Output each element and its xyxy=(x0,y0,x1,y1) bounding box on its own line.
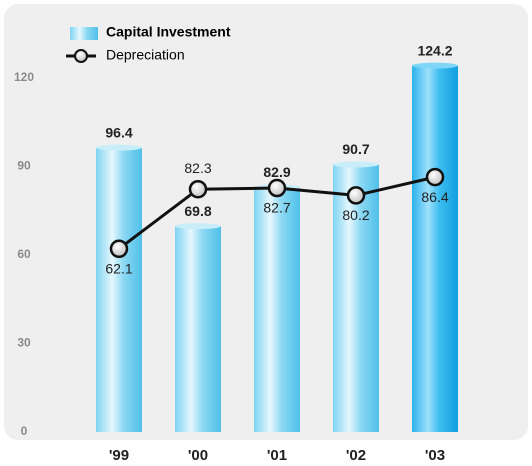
y-tick-label: 30 xyxy=(17,336,31,350)
line-marker xyxy=(267,178,287,198)
line-marker xyxy=(188,179,208,199)
line-label: 82.7 xyxy=(263,200,290,216)
legend-label: Capital Investment xyxy=(106,24,231,40)
x-tick-label: '01 xyxy=(267,447,287,464)
x-tick-label: '02 xyxy=(346,447,366,464)
y-tick-label: 120 xyxy=(14,70,34,84)
bar xyxy=(175,226,221,432)
line-label: 80.2 xyxy=(342,207,369,223)
line-marker xyxy=(425,167,445,187)
y-tick-label: 0 xyxy=(21,424,28,438)
bar-label: 69.8 xyxy=(184,203,211,219)
bar-label: 96.4 xyxy=(105,124,132,140)
x-tick-label: '00 xyxy=(188,447,208,464)
bar-top xyxy=(96,144,142,151)
legend-marker xyxy=(74,49,88,63)
line-marker xyxy=(346,186,366,205)
line-label: 82.3 xyxy=(184,160,211,176)
bar-top xyxy=(412,62,458,69)
bar-label: 90.7 xyxy=(342,141,369,157)
bar-top xyxy=(175,223,221,230)
x-tick-label: '99 xyxy=(109,447,129,464)
line-marker xyxy=(109,239,129,259)
legend-swatch xyxy=(70,27,98,40)
y-tick-label: 90 xyxy=(17,159,31,173)
x-tick-label: '03 xyxy=(425,447,445,464)
bar xyxy=(254,187,300,432)
legend: Capital Investment Depreciation xyxy=(66,24,231,63)
bar xyxy=(333,164,379,432)
bar-top xyxy=(333,161,379,168)
bar-label: 124.2 xyxy=(417,42,452,58)
bar xyxy=(412,65,458,433)
bar xyxy=(96,147,142,432)
bar-label: 82.9 xyxy=(263,164,290,180)
legend-label: Depreciation xyxy=(106,47,185,63)
y-tick-label: 60 xyxy=(17,247,31,261)
line-label: 62.1 xyxy=(105,261,132,277)
line-label: 86.4 xyxy=(421,189,448,205)
